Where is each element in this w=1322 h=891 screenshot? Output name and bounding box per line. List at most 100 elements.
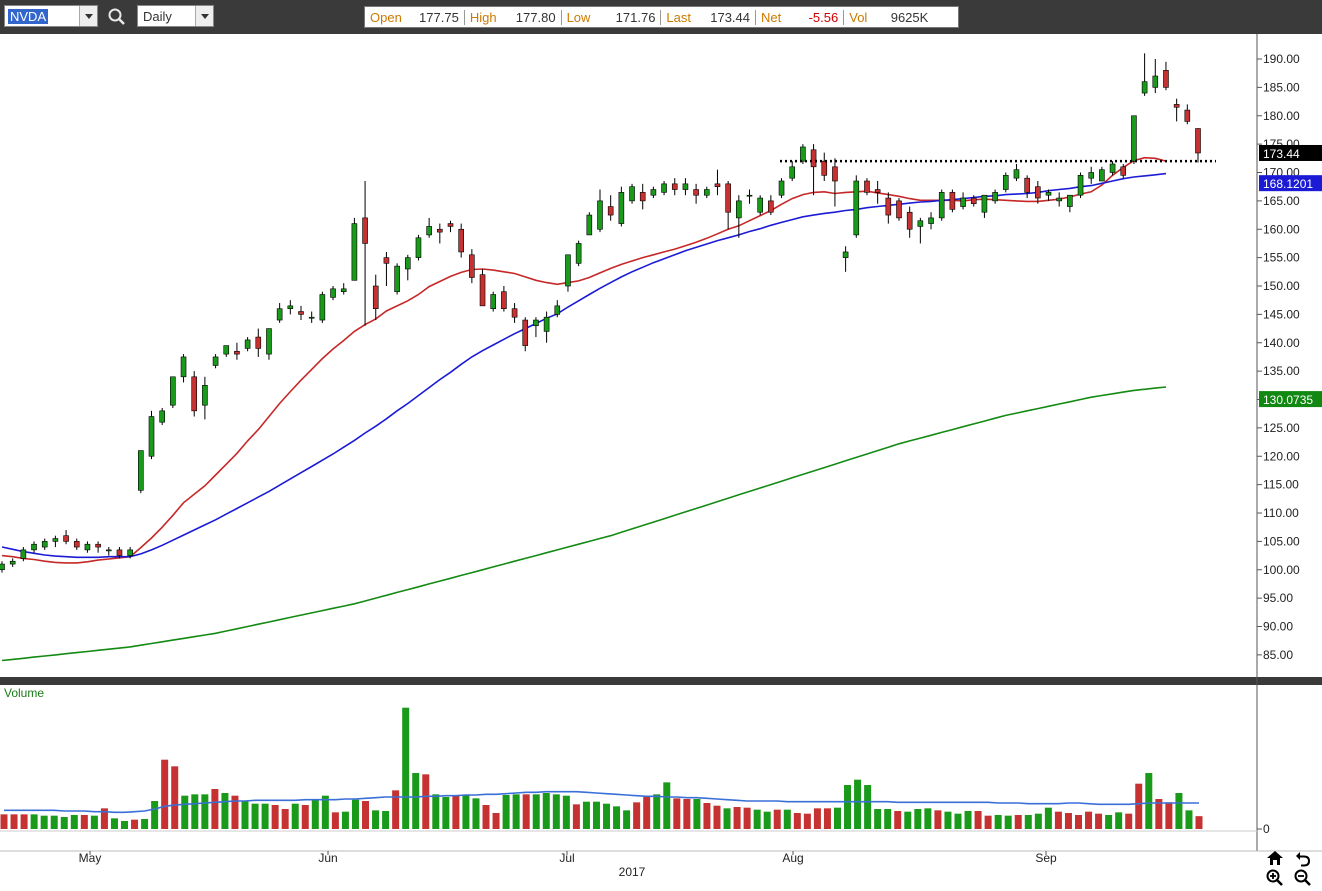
candle-body [800,146,806,162]
volume-bar [30,814,38,829]
price-tick-label: 110.00 [1263,506,1299,520]
candle-body [938,192,945,219]
candle [810,144,817,196]
price-tick-label: 150.00 [1263,279,1300,293]
search-icon[interactable] [106,6,128,28]
candle [180,354,187,383]
volume-bar [70,815,78,829]
candle-body [511,308,518,318]
volume-bar [582,801,590,829]
month-label: Aug [782,851,803,865]
candle-body [469,254,475,278]
candle [330,286,336,301]
candle [127,547,133,559]
candle-body [276,308,283,321]
candle [789,161,796,182]
candle-body [1195,128,1201,154]
candle [1109,161,1116,176]
price-tick-label: 125.00 [1263,421,1300,435]
candle-body [778,180,785,196]
volume-bar [813,808,821,829]
candle-body [992,192,998,202]
symbol-dropdown-icon[interactable] [79,6,97,26]
candle-body [298,311,304,315]
volume-bar [462,795,470,829]
zoom-in-icon[interactable] [1264,868,1286,888]
candle [340,283,347,295]
candle-body [1099,169,1105,182]
symbol-input[interactable]: NVDA [4,5,98,27]
candle-body [1163,70,1169,88]
volume-bar [201,794,209,829]
price-tick-label: 85.00 [1263,648,1293,662]
candle-body [319,294,326,321]
candle-body [575,243,582,264]
candle [202,376,208,420]
last-value: 173.44 [710,9,750,25]
candle-body [255,336,262,349]
volume-bar [703,803,711,829]
volume-bar [1125,813,1133,829]
price-tick-label: 135.00 [1263,364,1300,378]
volume-bar [964,811,972,829]
candle [308,311,315,323]
volume-bar [934,810,942,829]
stock-chart[interactable]: 190.00185.00180.00175.00170.00165.00160.… [0,34,1322,887]
candle [1002,172,1009,193]
candle-body [1141,81,1148,94]
volume-bar [392,790,400,829]
volume-bar [592,801,600,829]
candle [170,376,176,409]
candle [63,530,69,545]
price-tick-label: 180.00 [1263,109,1300,123]
candle-body [1120,166,1127,176]
candle-body [170,376,176,406]
candle-body [757,197,763,213]
candle [533,317,539,338]
candle-body [426,226,432,236]
zoom-out-icon[interactable] [1292,868,1314,888]
candle-body [832,166,838,182]
candle [372,274,379,321]
candle-body [202,385,208,406]
candle [842,246,849,272]
price-tick-label: 145.00 [1263,307,1300,321]
last-price-tag-label: 173.44 [1263,147,1300,161]
period-dropdown-icon[interactable] [195,6,213,26]
candle-body [138,450,144,491]
candle-body [415,237,422,258]
home-icon[interactable] [1264,848,1286,868]
candle-body [244,339,251,349]
vol-label: Vol [843,9,872,25]
candle-body [768,200,774,213]
candle-body [372,285,379,310]
volume-bar [613,806,621,829]
volume-bar [803,813,811,829]
volume-bar [864,785,872,829]
volume-bar [683,799,691,829]
volume-bar [713,805,721,829]
candle [255,328,262,357]
candle-body [159,410,165,423]
volume-bar [331,812,339,829]
candle [703,186,710,199]
volume-bar [432,794,440,829]
candle [1173,98,1180,122]
candle [1184,104,1191,125]
candle [832,158,838,207]
candle-body [928,217,934,224]
candle [394,263,400,295]
period-select[interactable]: Daily [137,5,214,27]
candle-body [501,291,507,309]
volume-bar [321,795,329,829]
candle [1067,194,1073,213]
last-label: Last [660,9,696,25]
candle [319,291,326,323]
volume-bar [663,782,671,829]
candle-body [1056,197,1062,202]
volume-bar [231,795,239,829]
undo-icon[interactable] [1292,848,1314,868]
volume-bar [1175,793,1183,829]
candle [52,535,59,548]
candle [864,178,870,196]
